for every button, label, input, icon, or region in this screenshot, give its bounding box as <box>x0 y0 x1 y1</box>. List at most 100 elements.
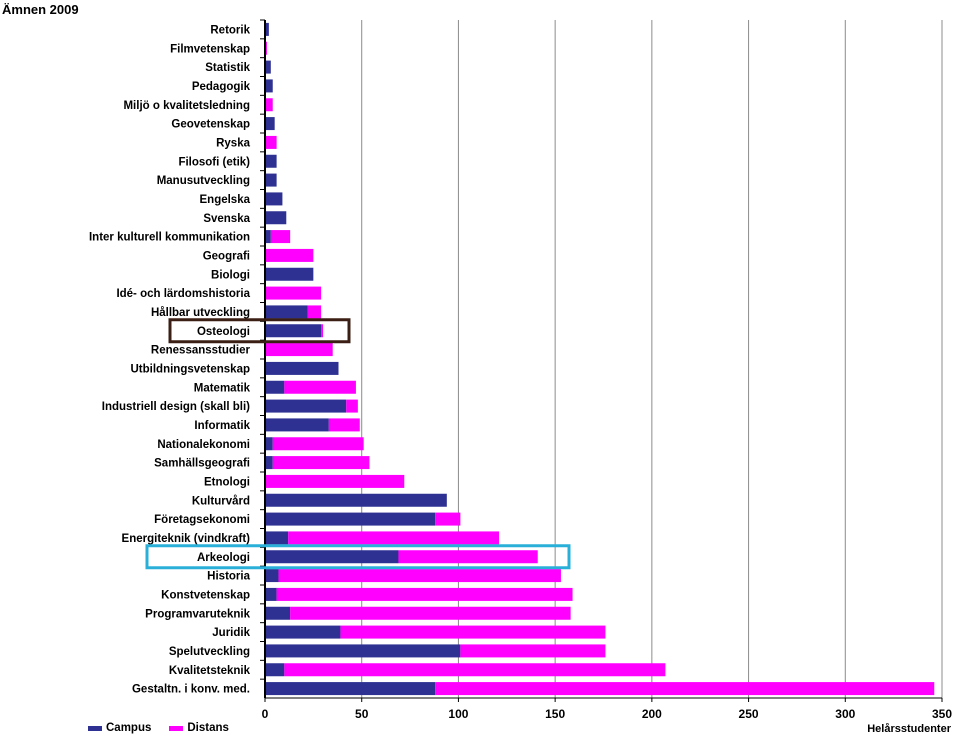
bar-campus <box>265 173 277 187</box>
bar-distans <box>290 606 571 620</box>
x-tick-labels: 0 50 100 150 200 250 300 350 <box>262 707 953 721</box>
bar-distans <box>340 625 606 639</box>
legend: Campus Distans <box>88 722 229 734</box>
category-label: Geovetenskap <box>171 119 250 131</box>
bar-campus <box>265 324 322 338</box>
bar-campus <box>265 230 271 244</box>
category-label: Etnologi <box>204 476 250 488</box>
bar-distans <box>265 248 314 262</box>
bar-distans <box>272 456 370 470</box>
category-label: Filmvetenskap <box>170 43 250 55</box>
bar-distans <box>321 324 324 338</box>
bar-campus <box>265 305 308 319</box>
bars <box>265 22 935 696</box>
legend-label-distans: Distans <box>187 722 229 734</box>
bar-distans <box>346 399 358 413</box>
bar-distans <box>328 418 360 432</box>
bar-campus <box>265 192 283 206</box>
bar-distans <box>278 569 561 583</box>
bar-distans <box>276 587 573 601</box>
category-label: Geografi <box>203 250 250 262</box>
x-tick-label: 100 <box>448 707 468 721</box>
bar-campus <box>265 117 275 131</box>
category-label: Samhällsgeografi <box>154 458 250 470</box>
bar-distans <box>272 437 364 451</box>
bar-campus <box>265 154 277 168</box>
bar-distans <box>284 663 666 677</box>
bar-distans <box>435 682 935 696</box>
category-labels: Retorik Filmvetenskap Statistik Pedagogik Mi… <box>89 24 251 695</box>
category-label: Gestaltn. i konv. med. <box>132 684 250 696</box>
category-label: Svenska <box>203 213 250 225</box>
highlight-box-osteologi <box>168 318 351 344</box>
bar-campus <box>265 380 285 394</box>
bar-campus <box>265 663 285 677</box>
category-label: Pedagogik <box>192 81 251 93</box>
category-label: Osteologi <box>197 326 250 338</box>
x-tick-label: 0 <box>262 707 269 721</box>
category-label: Spelutveckling <box>169 646 250 658</box>
bar-campus <box>265 399 347 413</box>
bar-campus <box>265 79 273 93</box>
category-label: Arkeologi <box>197 552 250 564</box>
bar-distans <box>265 286 322 300</box>
legend-item-distans: Distans <box>169 722 229 734</box>
bar-distans <box>284 380 356 394</box>
category-label: Historia <box>207 571 250 583</box>
category-label: Biologi <box>211 269 250 281</box>
highlight-box-arkeologi <box>145 544 571 570</box>
bar-distans <box>265 343 333 357</box>
category-label: Matematik <box>194 382 251 394</box>
bar-campus <box>265 456 273 470</box>
bar-distans <box>307 305 322 319</box>
bar-campus <box>265 531 289 545</box>
bar-campus <box>265 644 461 658</box>
x-tick-label: 350 <box>932 707 952 721</box>
bar-distans <box>398 550 538 564</box>
legend-label-campus: Campus <box>106 722 152 734</box>
category-label: Statistik <box>205 62 250 74</box>
category-label: Informatik <box>194 420 250 432</box>
bar-distans <box>460 644 606 658</box>
category-label: Retorik <box>210 24 250 36</box>
highlight-annotations <box>145 318 571 570</box>
category-label: Konstvetenskap <box>161 589 250 601</box>
gridlines <box>361 20 943 698</box>
category-label: Inter kulturell kommunikation <box>89 232 250 244</box>
category-label: Kulturvård <box>192 495 250 507</box>
category-label: Juridik <box>212 627 250 639</box>
category-label: Ryska <box>216 137 250 149</box>
category-label: Programvaruteknik <box>145 608 250 620</box>
x-tick-label: 50 <box>355 707 369 721</box>
bar-campus <box>265 587 277 601</box>
category-label: Nationalekonomi <box>157 439 250 451</box>
category-label: Utbildningsvetenskap <box>131 363 251 375</box>
bar-campus <box>265 569 279 583</box>
legend-swatch-distans <box>169 725 184 731</box>
bar-campus <box>265 606 291 620</box>
category-label: Filosofi (etik) <box>178 156 250 168</box>
category-label: Renessansstudier <box>151 345 251 357</box>
bar-campus <box>265 493 447 507</box>
category-label: Kvalitetsteknik <box>169 665 251 677</box>
bar-distans <box>270 230 291 244</box>
bar-campus <box>265 437 273 451</box>
bar-campus <box>265 682 436 696</box>
bar-campus <box>265 361 339 375</box>
category-label: Energiteknik (vindkraft) <box>122 533 251 545</box>
axes <box>260 19 943 702</box>
bar-campus <box>265 60 271 74</box>
x-tick-label: 150 <box>545 707 565 721</box>
category-label: Miljö o kvalitetsledning <box>123 100 250 112</box>
x-tick-label: 300 <box>835 707 855 721</box>
bar-campus <box>265 267 314 281</box>
category-label: Hållbar utveckling <box>151 307 250 319</box>
category-label: Företagsekonomi <box>154 514 250 526</box>
bar-distans <box>435 512 461 526</box>
bar-distans <box>265 135 277 149</box>
bar-campus <box>265 625 341 639</box>
category-label: Manusutveckling <box>157 175 250 187</box>
x-axis-label: Helårsstudenter <box>867 723 951 735</box>
x-tick-label: 250 <box>739 707 759 721</box>
